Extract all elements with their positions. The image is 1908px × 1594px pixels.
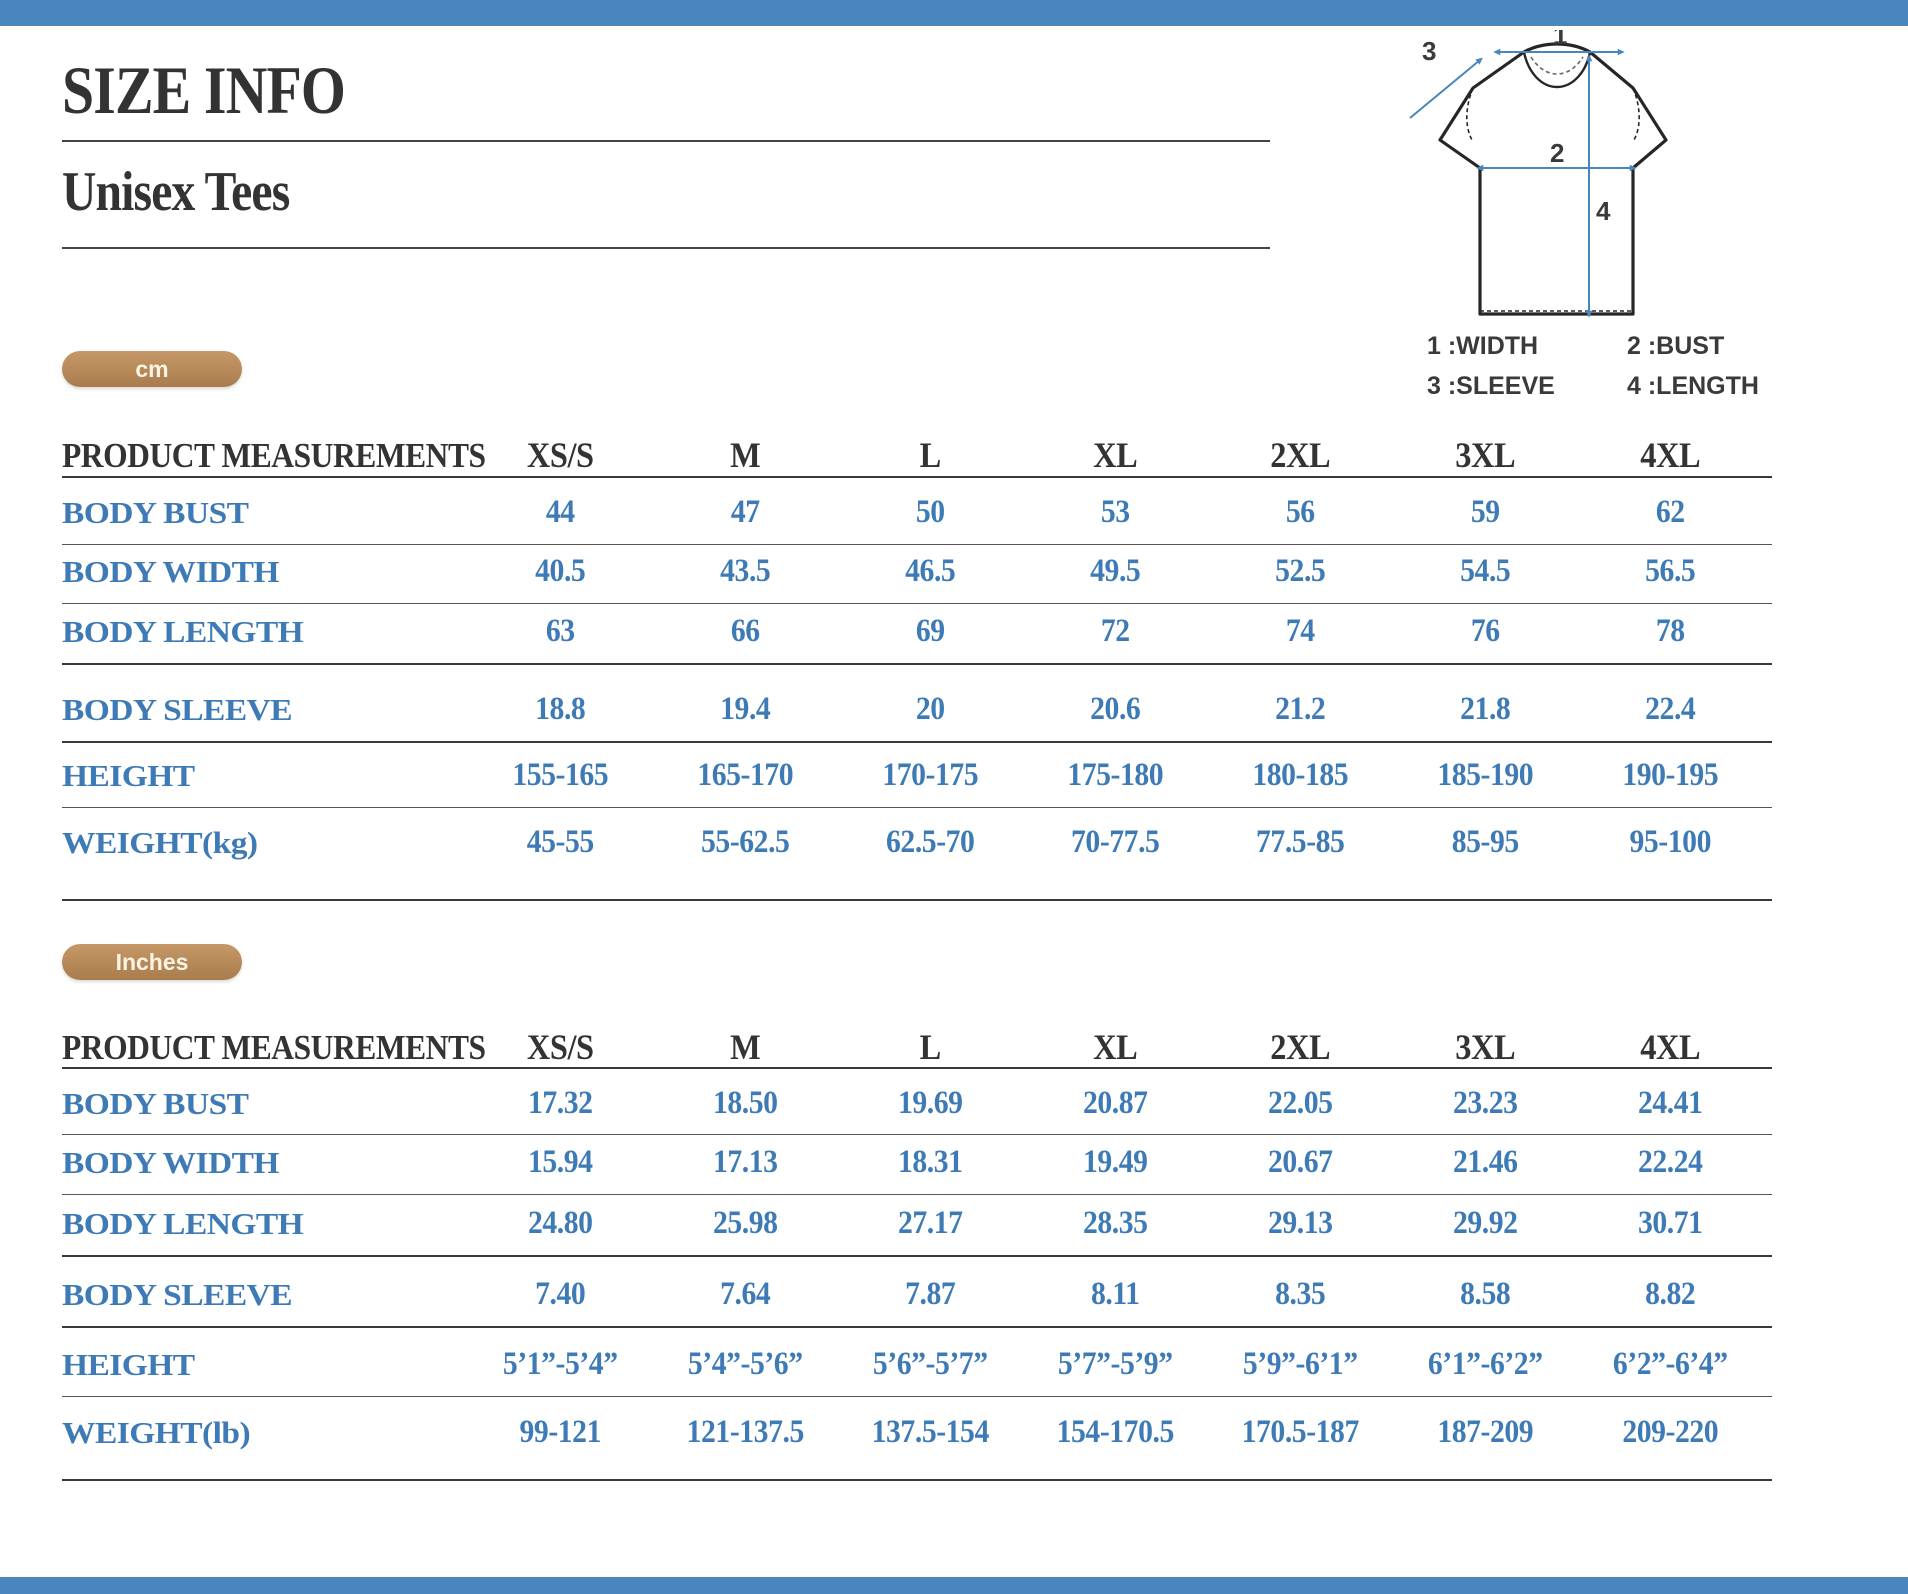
svg-text:4: 4 [1596, 196, 1611, 226]
svg-text:1: 1 [1553, 30, 1567, 50]
svg-text:3: 3 [1422, 36, 1436, 66]
svg-text:2: 2 [1550, 138, 1564, 168]
